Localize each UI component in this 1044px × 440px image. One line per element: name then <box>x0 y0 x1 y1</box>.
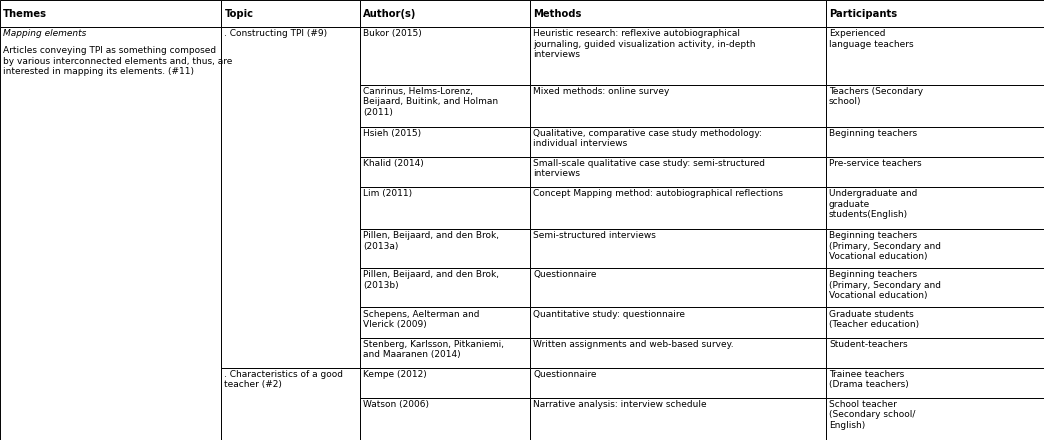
Text: Mixed methods: online survey: Mixed methods: online survey <box>533 87 670 96</box>
Bar <box>221 27 360 368</box>
Bar <box>530 27 826 84</box>
Bar <box>826 157 1044 187</box>
Text: Semi-structured interviews: Semi-structured interviews <box>533 231 657 240</box>
Bar <box>826 308 1044 337</box>
Text: Pillen, Beijaard, and den Brok,
(2013a): Pillen, Beijaard, and den Brok, (2013a) <box>363 231 499 251</box>
Bar <box>826 127 1044 157</box>
Bar <box>221 0 360 27</box>
Text: Experienced
language teachers: Experienced language teachers <box>829 29 914 49</box>
Bar <box>826 84 1044 127</box>
Text: Written assignments and web-based survey.: Written assignments and web-based survey… <box>533 340 734 349</box>
Bar <box>360 308 530 337</box>
Bar <box>360 157 530 187</box>
Text: Topic: Topic <box>224 9 254 18</box>
Bar <box>530 229 826 268</box>
Bar <box>0 0 221 27</box>
Bar <box>826 0 1044 27</box>
Text: Khalid (2014): Khalid (2014) <box>363 159 424 168</box>
Text: Student-teachers: Student-teachers <box>829 340 907 349</box>
Text: Lim (2011): Lim (2011) <box>363 189 412 198</box>
Bar <box>530 268 826 308</box>
Text: Mapping elements: Mapping elements <box>3 29 87 38</box>
Bar <box>360 27 530 84</box>
Text: Questionnaire: Questionnaire <box>533 271 597 279</box>
Text: Pillen, Beijaard, and den Brok,
(2013b): Pillen, Beijaard, and den Brok, (2013b) <box>363 271 499 290</box>
Text: Stenberg, Karlsson, Pitkaniemi,
and Maaranen (2014): Stenberg, Karlsson, Pitkaniemi, and Maar… <box>363 340 504 359</box>
Text: Pre-service teachers: Pre-service teachers <box>829 159 922 168</box>
Text: . Characteristics of a good
teacher (#2): . Characteristics of a good teacher (#2) <box>224 370 343 389</box>
Bar <box>530 157 826 187</box>
Text: Qualitative, comparative case study methodology:
individual interviews: Qualitative, comparative case study meth… <box>533 129 762 148</box>
Text: Narrative analysis: interview schedule: Narrative analysis: interview schedule <box>533 400 707 409</box>
Bar <box>826 398 1044 440</box>
Bar <box>826 229 1044 268</box>
Text: Graduate students
(Teacher education): Graduate students (Teacher education) <box>829 310 919 329</box>
Text: Articles conveying TPI as something composed
by various interconnected elements : Articles conveying TPI as something comp… <box>3 46 233 76</box>
Bar <box>530 337 826 368</box>
Bar <box>826 368 1044 398</box>
Bar <box>360 337 530 368</box>
Bar <box>360 0 530 27</box>
Text: Kempe (2012): Kempe (2012) <box>363 370 427 379</box>
Bar <box>826 268 1044 308</box>
Bar <box>530 84 826 127</box>
Text: Beginning teachers
(Primary, Secondary and
Vocational education): Beginning teachers (Primary, Secondary a… <box>829 231 941 261</box>
Text: Undergraduate and
graduate
students(English): Undergraduate and graduate students(Engl… <box>829 189 918 219</box>
Bar <box>530 308 826 337</box>
Text: Bukor (2015): Bukor (2015) <box>363 29 422 38</box>
Bar <box>360 398 530 440</box>
Bar <box>826 27 1044 84</box>
Text: Participants: Participants <box>829 9 897 18</box>
Text: Themes: Themes <box>3 9 47 18</box>
Text: Teachers (Secondary
school): Teachers (Secondary school) <box>829 87 923 106</box>
Bar <box>530 368 826 398</box>
Text: Beginning teachers
(Primary, Secondary and
Vocational education): Beginning teachers (Primary, Secondary a… <box>829 271 941 300</box>
Text: School teacher
(Secondary school/
English): School teacher (Secondary school/ Englis… <box>829 400 916 430</box>
Text: Canrinus, Helms-Lorenz,
Beijaard, Buitink, and Holman
(2011): Canrinus, Helms-Lorenz, Beijaard, Buitin… <box>363 87 498 117</box>
Bar <box>360 368 530 398</box>
Text: Questionnaire: Questionnaire <box>533 370 597 379</box>
Bar <box>360 187 530 229</box>
Bar <box>530 0 826 27</box>
Bar <box>360 127 530 157</box>
Bar <box>826 337 1044 368</box>
Text: Quantitative study: questionnaire: Quantitative study: questionnaire <box>533 310 686 319</box>
Text: . Constructing TPI (#9): . Constructing TPI (#9) <box>224 29 328 38</box>
Bar <box>530 187 826 229</box>
Text: Methods: Methods <box>533 9 582 18</box>
Text: Author(s): Author(s) <box>363 9 417 18</box>
Text: Schepens, Aelterman and
Vlerick (2009): Schepens, Aelterman and Vlerick (2009) <box>363 310 480 329</box>
Bar <box>360 84 530 127</box>
Text: Trainee teachers
(Drama teachers): Trainee teachers (Drama teachers) <box>829 370 908 389</box>
Bar <box>360 229 530 268</box>
Bar <box>826 187 1044 229</box>
Bar <box>360 268 530 308</box>
Bar <box>530 127 826 157</box>
Text: Heuristic research: reflexive autobiographical
journaling, guided visualization : Heuristic research: reflexive autobiogra… <box>533 29 756 59</box>
Bar <box>530 398 826 440</box>
Text: Watson (2006): Watson (2006) <box>363 400 429 409</box>
Text: Hsieh (2015): Hsieh (2015) <box>363 129 422 138</box>
Text: Beginning teachers: Beginning teachers <box>829 129 917 138</box>
Bar <box>0 27 221 440</box>
Bar <box>221 368 360 440</box>
Text: Concept Mapping method: autobiographical reflections: Concept Mapping method: autobiographical… <box>533 189 783 198</box>
Text: Small-scale qualitative case study: semi-structured
interviews: Small-scale qualitative case study: semi… <box>533 159 765 178</box>
